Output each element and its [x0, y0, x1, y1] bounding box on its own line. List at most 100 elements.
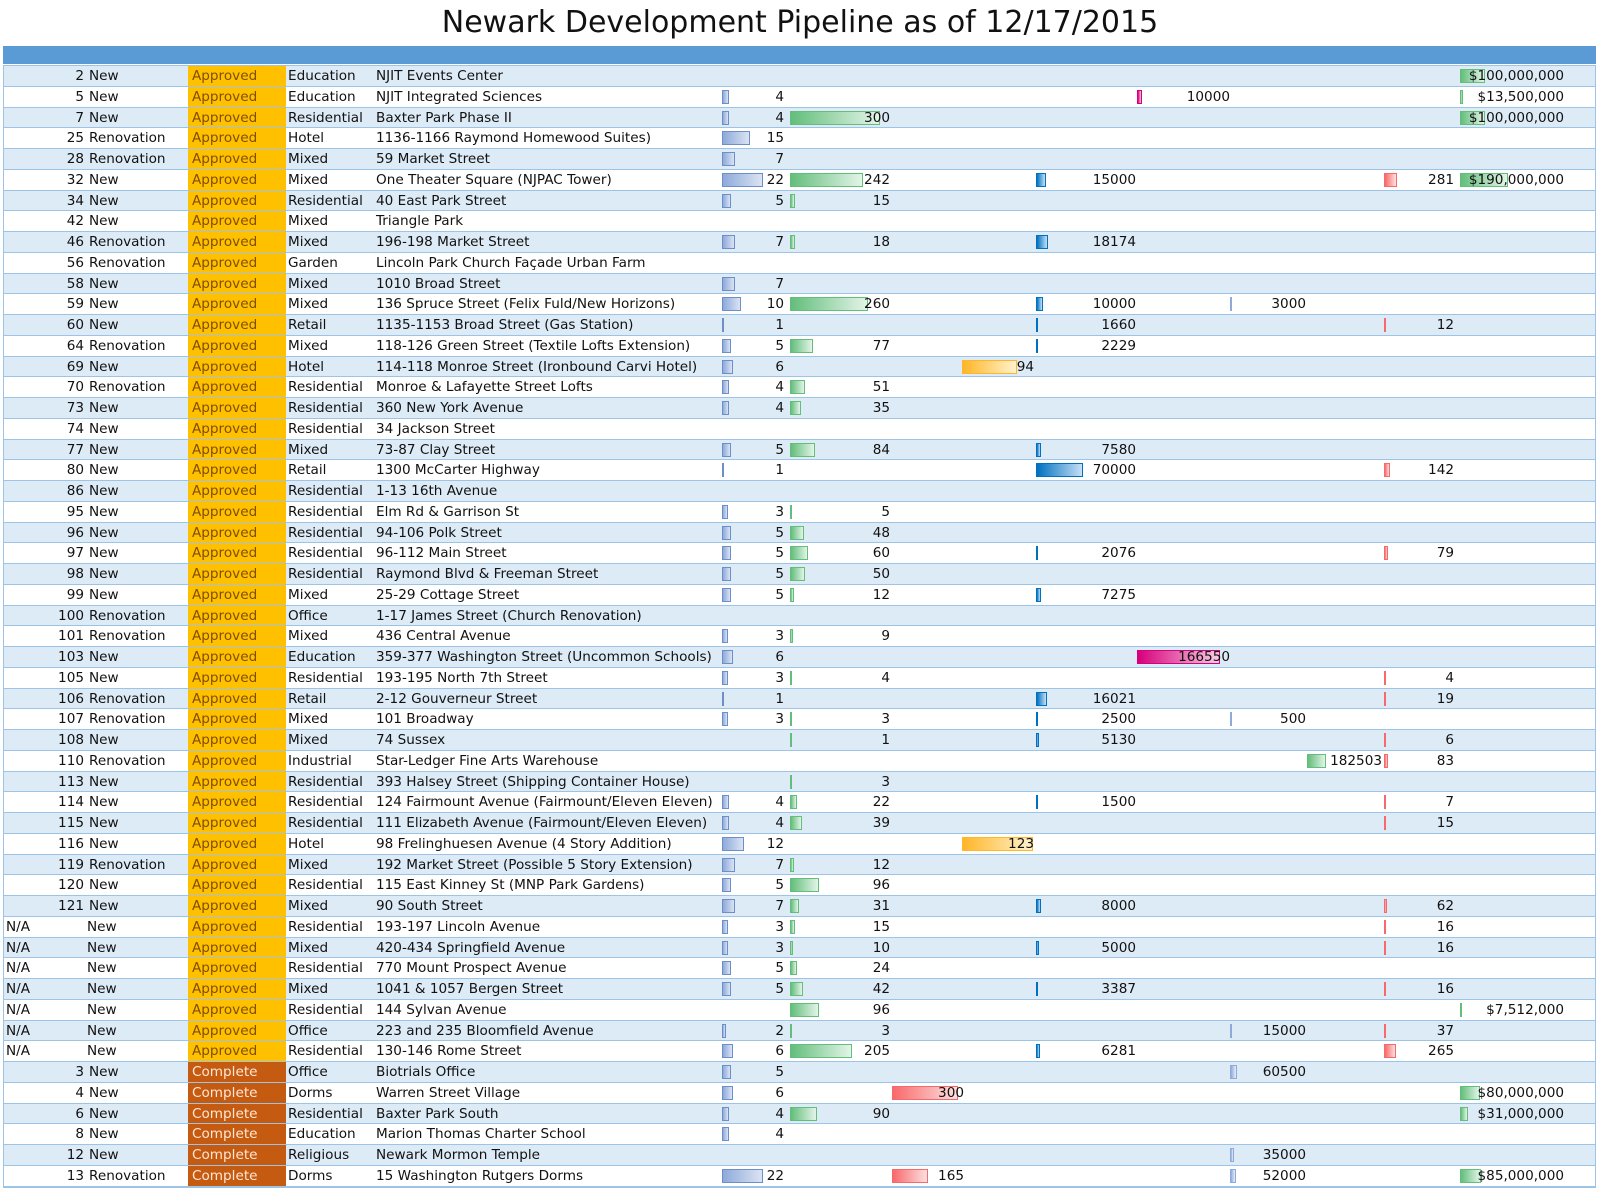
cost-value: $13,500,000: [1477, 88, 1564, 105]
stories-bar: [722, 380, 730, 395]
status-badge: Approved: [188, 315, 286, 335]
retail-sqft-bar: [1036, 691, 1047, 706]
project-use: Education: [288, 649, 356, 665]
table-row[interactable]: 116 New Approved Hotel 98 Frelinghuesen Aven…: [4, 833, 1595, 855]
status-badge: Approved: [188, 979, 286, 999]
table-row[interactable]: 3 New Complete Office Biotrials Office 5 60500: [4, 1062, 1595, 1083]
cost-value: $7,512,000: [1486, 1001, 1564, 1018]
table-row[interactable]: 2 New Approved Education NJIT Events Center $…: [4, 66, 1595, 87]
table-row[interactable]: 105 New Approved Residential 193-195 North 7…: [4, 667, 1595, 689]
table-row[interactable]: 99 New Approved Mixed 25-29 Cottage Street 5 1…: [4, 584, 1595, 606]
units-bar: [790, 670, 792, 685]
stories-bar: [722, 1065, 732, 1079]
status-badge: Approved: [188, 128, 286, 148]
table-row[interactable]: 7 New Approved Residential Baxter Park Phase…: [4, 107, 1595, 129]
table-row[interactable]: 113 New Approved Residential 393 Halsey Stre…: [4, 771, 1595, 793]
cost-value: $190,000,000: [1468, 171, 1564, 188]
project-use: Residential: [288, 1105, 363, 1122]
table-row[interactable]: 13 Renovation Complete Dorms 15 Washington R…: [4, 1165, 1595, 1187]
table-row[interactable]: N/A New Approved Residential 144 Sylvan Aven…: [4, 999, 1595, 1021]
table-row[interactable]: 121 New Approved Mixed 90 South Street 7 31 800…: [4, 896, 1595, 917]
status-badge: Approved: [188, 398, 286, 418]
project-id: 121: [58, 898, 84, 914]
table-row[interactable]: 115 New Approved Residential 111 Elizabeth A…: [4, 813, 1595, 834]
table-row[interactable]: 32 New Approved Mixed One Theater Square (NJ…: [4, 169, 1595, 191]
table-row[interactable]: 42 New Approved Mixed Triangle Park: [4, 211, 1595, 232]
status-badge: Complete: [188, 1145, 286, 1165]
parking-value: 15: [1436, 815, 1454, 831]
cost-value: $80,000,000: [1477, 1084, 1564, 1101]
table-row[interactable]: 58 New Approved Mixed 1010 Broad Street 7: [4, 273, 1595, 295]
units-value: 3: [881, 711, 890, 728]
table-row[interactable]: 74 New Approved Residential 34 Jackson Stree…: [4, 418, 1595, 440]
table-row[interactable]: N/A New Approved Mixed 420-434 Springfield A…: [4, 937, 1595, 959]
table-row[interactable]: 119 Renovation Approved Mixed 192 Market Str…: [4, 854, 1595, 876]
table-row[interactable]: N/A New Approved Residential 130-146 Rome St…: [4, 1041, 1595, 1062]
project-use: Dorms: [288, 1167, 333, 1184]
table-row[interactable]: 95 New Approved Residential Elm Rd & Garriso…: [4, 501, 1595, 523]
table-row[interactable]: 86 New Approved Residential 1-13 16th Avenue: [4, 481, 1595, 502]
table-row[interactable]: 28 Renovation Approved Mixed 59 Market Stree…: [4, 149, 1595, 170]
table-row[interactable]: 73 New Approved Residential 360 New York Ave…: [4, 398, 1595, 419]
table-row[interactable]: 70 Renovation Approved Residential Monroe & …: [4, 377, 1595, 398]
table-row[interactable]: 69 New Approved Hotel 114-118 Monroe Street …: [4, 356, 1595, 378]
table-row[interactable]: N/A New Approved Office 223 and 235 Bloomfie…: [4, 1020, 1595, 1042]
project-name: 59 Market Street: [376, 151, 490, 167]
table-row[interactable]: 46 Renovation Approved Mixed 196-198 Market …: [4, 232, 1595, 253]
status-badge: Approved: [188, 439, 286, 460]
table-row[interactable]: 6 New Complete Residential Baxter Park South…: [4, 1103, 1595, 1125]
table-row[interactable]: 101 Renovation Approved Mixed 436 Central Av…: [4, 626, 1595, 647]
status-badge: Approved: [188, 107, 286, 128]
project-type: New: [87, 960, 117, 977]
table-row[interactable]: 60 New Approved Retail 1135-1153 Broad Stree…: [4, 315, 1595, 336]
table-row[interactable]: 110 Renovation Approved Industrial Star-Ledg…: [4, 750, 1595, 772]
table-row[interactable]: 108 New Approved Mixed 74 Sussex 1 5130 6: [4, 730, 1595, 751]
other-sqft-value: 35000: [1262, 1147, 1306, 1163]
table-row[interactable]: 8 New Complete Education Marion Thomas Chart…: [4, 1124, 1595, 1145]
stories-bar: [722, 567, 732, 581]
table-row[interactable]: 5 New Approved Education NJIT Integrated Sci…: [4, 86, 1595, 108]
table-row[interactable]: 107 Renovation Approved Mixed 101 Broadway 3 3…: [4, 709, 1595, 730]
project-use: Retail: [288, 462, 327, 479]
table-row[interactable]: 77 New Approved Mixed 73-87 Clay Street 5 84 75…: [4, 439, 1595, 461]
table-row[interactable]: 64 Renovation Approved Mixed 118-126 Green S…: [4, 335, 1595, 357]
table-row[interactable]: 56 Renovation Approved Garden Lincoln Park C…: [4, 252, 1595, 274]
project-type: New: [89, 68, 119, 84]
status-badge: Approved: [188, 958, 286, 978]
table-row[interactable]: 103 New Approved Education 359-377 Washingto…: [4, 647, 1595, 668]
units-value: 31: [872, 898, 890, 914]
retail-sqft-bar: [1036, 982, 1039, 996]
table-row[interactable]: 100 Renovation Approved Office 1-17 James St…: [4, 605, 1595, 627]
retail-sqft-value: 8000: [1101, 898, 1136, 914]
status-badge: Approved: [188, 854, 286, 875]
cost-value: $100,000,000: [1468, 68, 1564, 84]
project-use: Mixed: [288, 234, 329, 250]
table-row[interactable]: N/A New Approved Mixed 1041 & 1057 Bergen St…: [4, 979, 1595, 1000]
stories-value: 7: [775, 275, 784, 292]
table-row[interactable]: 25 Renovation Approved Hotel 1136-1166 Raymo…: [4, 128, 1595, 149]
table-row[interactable]: 106 Renovation Approved Retail 2-12 Gouverne…: [4, 688, 1595, 710]
table-row[interactable]: 120 New Approved Residential 115 East Kinney…: [4, 875, 1595, 896]
table-row[interactable]: 97 New Approved Residential 96-112 Main Stre…: [4, 543, 1595, 564]
table-row[interactable]: 114 New Approved Residential 124 Fairmount A…: [4, 792, 1595, 813]
stories-value: 4: [775, 400, 784, 416]
parking-value: 83: [1436, 752, 1454, 769]
table-row[interactable]: N/A New Approved Residential 770 Mount Prosp…: [4, 958, 1595, 979]
table-row[interactable]: 12 New Complete Religious Newark Mormon Temp…: [4, 1145, 1595, 1166]
parking-value: 62: [1436, 898, 1454, 914]
status-badge: Approved: [188, 169, 286, 190]
table-row[interactable]: 59 New Approved Mixed 136 Spruce Street (Fel…: [4, 294, 1595, 315]
project-type: New: [89, 877, 119, 894]
status-badge: Complete: [188, 1124, 286, 1144]
table-row[interactable]: 4 New Complete Dorms Warren Street Village 6 3…: [4, 1082, 1595, 1104]
stories-bar: [722, 857, 735, 872]
table-row[interactable]: N/A New Approved Residential 193-197 Lincoln…: [4, 916, 1595, 938]
table-row[interactable]: 80 New Approved Retail 1300 McCarter Highway…: [4, 460, 1595, 481]
units-value: 300: [864, 109, 890, 126]
units-bar: [790, 504, 792, 519]
table-row[interactable]: 34 New Approved Residential 40 East Park Str…: [4, 190, 1595, 212]
table-row[interactable]: 96 New Approved Residential 94-106 Polk Stre…: [4, 522, 1595, 544]
stories-value: 5: [775, 566, 784, 582]
status-badge: Complete: [188, 1062, 286, 1082]
table-row[interactable]: 98 New Approved Residential Raymond Blvd & F…: [4, 564, 1595, 585]
